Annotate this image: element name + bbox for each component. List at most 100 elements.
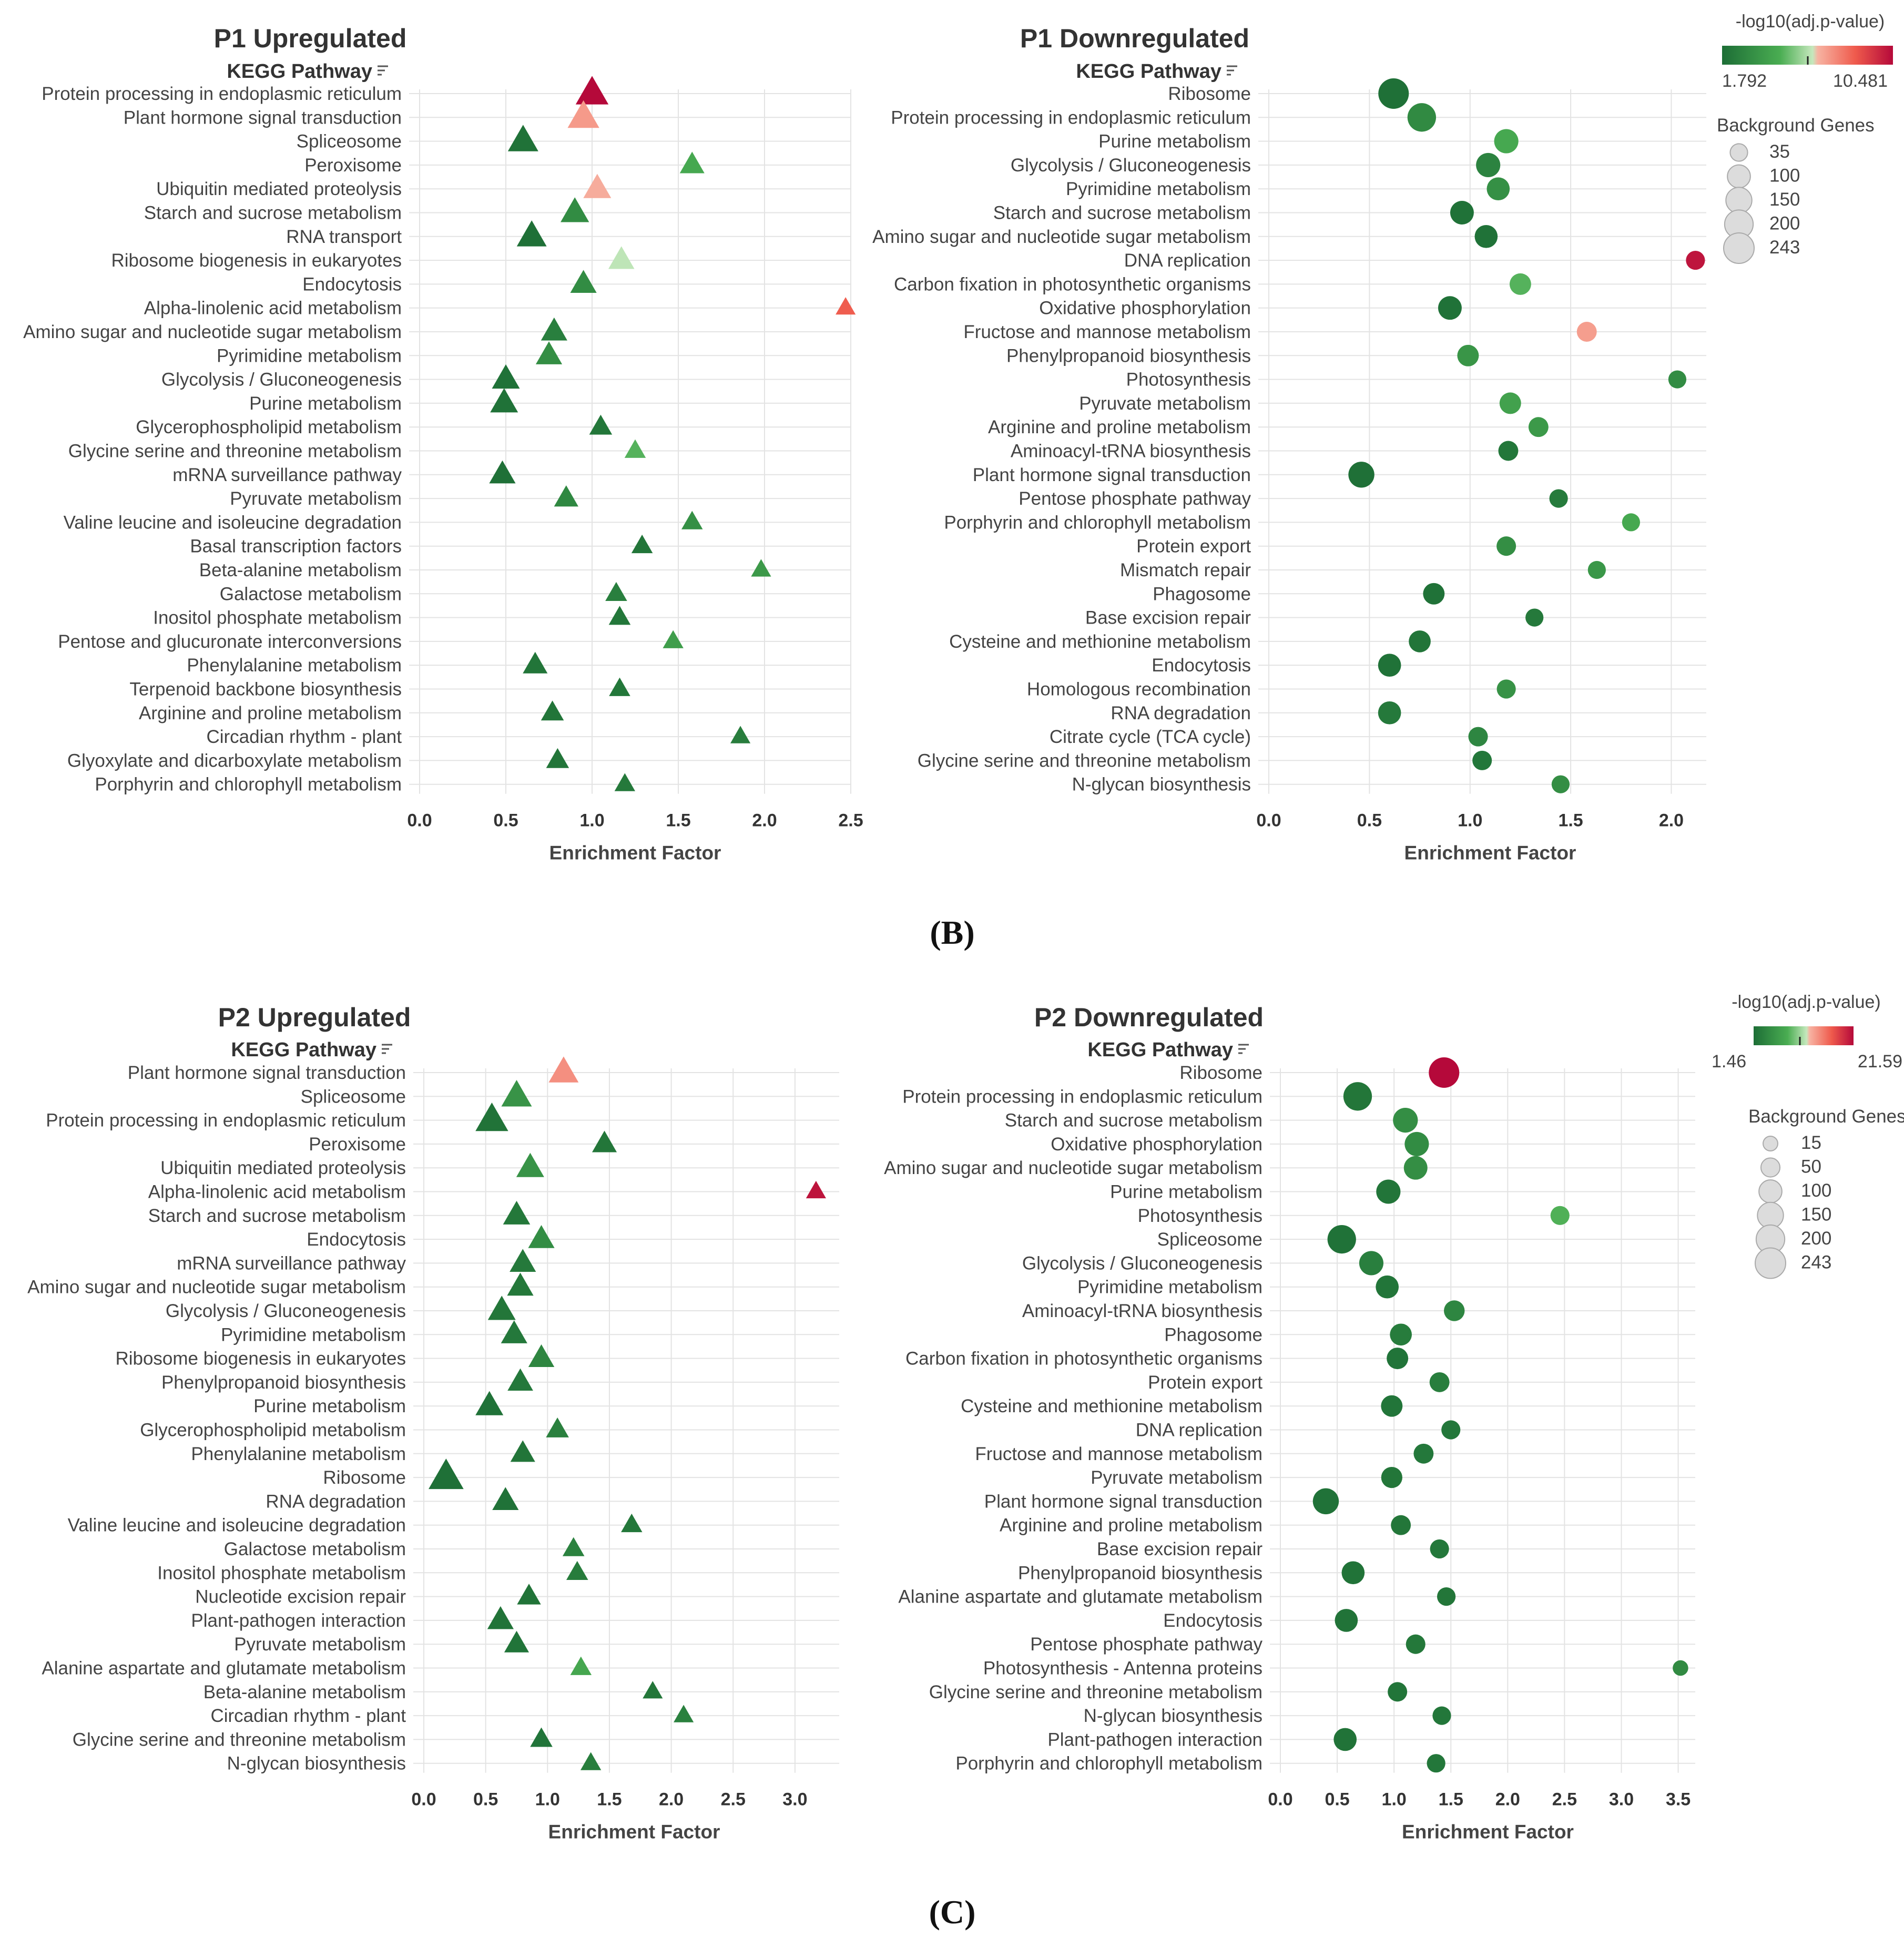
data-point-triangle xyxy=(609,677,630,696)
y-tick-label: Alanine aspartate and glutamate metaboli… xyxy=(42,1658,406,1679)
y-tick-label: Plant hormone signal transduction xyxy=(984,1491,1262,1512)
data-point-circle xyxy=(1486,177,1510,201)
y-tick-label: Protein export xyxy=(1148,1372,1262,1393)
x-tick-label: 0.5 xyxy=(493,811,518,831)
y-tick-label: Spliceosome xyxy=(297,131,402,152)
data-point-triangle xyxy=(487,1296,516,1320)
data-point-circle xyxy=(1378,701,1401,725)
grid xyxy=(1270,1068,1695,1773)
data-point-triangle xyxy=(501,1080,532,1107)
x-tick-label: 1.5 xyxy=(666,811,690,831)
y-tick-label: Glyoxylate and dicarboxylate metabolism xyxy=(67,750,402,771)
y-tick-label: Base excision repair xyxy=(1085,608,1251,628)
data-point-triangle xyxy=(535,341,563,364)
size-legend-title: Background Genes xyxy=(1717,115,1875,136)
data-point-triangle xyxy=(489,460,516,484)
data-point-circle xyxy=(1348,462,1374,488)
data-point-circle xyxy=(1432,1706,1451,1725)
data-point-triangle xyxy=(528,1344,555,1367)
y-tick-label: Base excision repair xyxy=(1097,1539,1262,1559)
y-tick-label: Starch and sucrose metabolism xyxy=(148,1206,406,1226)
y-tick-label: Glycerophospholipid metabolism xyxy=(140,1420,406,1441)
data-point-triangle xyxy=(507,1272,534,1296)
data-point-triangle xyxy=(429,1458,464,1490)
sort-icon xyxy=(382,1044,392,1054)
data-point-triangle xyxy=(663,630,684,648)
chart-title: P1 Downregulated xyxy=(1020,24,1249,53)
data-point-circle xyxy=(1393,1107,1418,1133)
data-point-circle xyxy=(1499,392,1521,414)
y-tick-label: Glycine serine and threonine metabolism xyxy=(68,441,402,462)
data-point-circle xyxy=(1476,152,1501,177)
data-point-circle xyxy=(1441,1420,1461,1440)
y-tick-label: Protein processing in endoplasmic reticu… xyxy=(902,1086,1262,1107)
y-tick-label: Circadian rhythm - plant xyxy=(210,1706,406,1726)
y-tick-label: Ribosome biogenesis in eukaryotes xyxy=(115,1349,406,1369)
data-point-circle xyxy=(1335,1609,1358,1632)
legend-4: -log10(adj.p-value) 1.46 21.59 Background G… xyxy=(1712,992,1904,1279)
size-legend-label: 243 xyxy=(1769,237,1800,258)
y-tick-label: Ubiquitin mediated proteolysis xyxy=(160,1158,406,1178)
x-axis-title: Enrichment Factor xyxy=(1402,1821,1574,1843)
y-tick-label: Homologous recombination xyxy=(1027,679,1251,700)
data-point-triangle xyxy=(516,1152,544,1177)
y-tick-label: Photosynthesis - Antenna proteins xyxy=(983,1658,1262,1679)
chart-title: P2 Downregulated xyxy=(1034,1003,1264,1032)
y-tick-label: Fructose and mannose metabolism xyxy=(975,1444,1262,1464)
y-tick-label: Pyruvate metabolism xyxy=(1079,393,1251,414)
y-axis-title: KEGG Pathway xyxy=(1076,60,1221,83)
x-tick-label: 3.0 xyxy=(782,1790,807,1810)
y-tick-label: Glycolysis / Gluconeogenesis xyxy=(1011,155,1251,176)
data-point-triangle xyxy=(575,76,609,105)
data-point-triangle xyxy=(751,559,771,577)
data-point-circle xyxy=(1437,1587,1456,1606)
y-axis-title: KEGG Pathway xyxy=(231,1039,376,1061)
x-tick-label: 2.5 xyxy=(1552,1790,1577,1810)
data-point-triangle xyxy=(631,534,653,554)
grid xyxy=(409,89,851,794)
data-point-circle xyxy=(1376,1179,1401,1204)
size-legend-label: 200 xyxy=(1769,213,1800,234)
data-point-triangle xyxy=(624,439,646,458)
x-tick-label: 1.5 xyxy=(597,1790,622,1810)
y-tick-label: Ribosome xyxy=(1168,84,1251,104)
data-point-circle xyxy=(1457,344,1479,366)
chart-legends: -log10(adj.p-value) 1.792 10.481 Background… xyxy=(1712,12,1904,1279)
data-point-circle xyxy=(1528,417,1549,437)
data-point-circle xyxy=(1429,1057,1460,1088)
y-tick-label: Amino sugar and nucleotide sugar metabol… xyxy=(23,322,402,342)
y-tick-label: Plant hormone signal transduction xyxy=(128,1063,406,1083)
y-tick-label: Glycolysis / Gluconeogenesis xyxy=(161,370,402,390)
x-tick-label: 2.0 xyxy=(1659,811,1684,831)
y-tick-label: Photosynthesis xyxy=(1126,370,1251,390)
y-tick-label: Protein processing in endoplasmic reticu… xyxy=(46,1110,406,1131)
data-point-circle xyxy=(1496,679,1516,699)
y-tick-label: DNA replication xyxy=(1124,250,1251,271)
size-legend-label: 15 xyxy=(1801,1133,1821,1153)
data-point-circle xyxy=(1498,441,1519,461)
y-tick-label: Ribosome xyxy=(323,1467,406,1488)
data-point-circle xyxy=(1673,1660,1688,1676)
data-point-triangle xyxy=(570,270,597,293)
size-legend-circle xyxy=(1758,1179,1783,1203)
y-tick-label: Phenylpropanoid biosynthesis xyxy=(1018,1563,1262,1583)
data-point-triangle xyxy=(643,1681,663,1699)
y-tick-label: Nucleotide excision repair xyxy=(195,1587,406,1607)
y-tick-label: Terpenoid backbone biosynthesis xyxy=(129,679,402,700)
data-point-triangle xyxy=(674,1705,694,1722)
y-tick-label: Glycine serine and threonine metabolism xyxy=(929,1682,1262,1702)
y-tick-label: Porphyrin and chlorophyll metabolism xyxy=(955,1753,1262,1774)
x-tick-label: 1.5 xyxy=(1439,1790,1463,1810)
size-legend-circle xyxy=(1757,1201,1784,1229)
data-point-triangle xyxy=(475,1391,504,1415)
y-tick-label: Peroxisome xyxy=(304,155,402,176)
data-point-triangle xyxy=(583,174,612,198)
data-point-circle xyxy=(1576,322,1597,342)
data-point-circle xyxy=(1509,273,1531,295)
x-tick-label: 0.5 xyxy=(1325,1790,1349,1810)
data-point-triangle xyxy=(510,1249,536,1272)
x-tick-label: 2.5 xyxy=(838,811,863,831)
